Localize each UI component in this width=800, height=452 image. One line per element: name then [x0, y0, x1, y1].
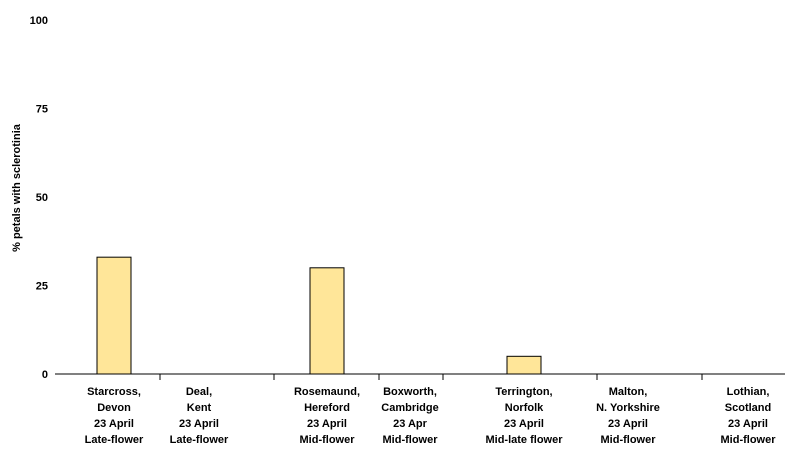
x-category-label-line: Late-flower: [170, 434, 229, 446]
y-axis-ticks: 0 25 50 75 100: [30, 15, 48, 381]
x-category-label-line: Starcross,: [87, 386, 141, 398]
x-category-label-line: 23 April: [307, 418, 347, 430]
y-axis-title: % petals with sclerotinia: [11, 123, 23, 252]
x-category-label-line: Rosemaund,: [294, 386, 360, 398]
x-category-label-line: Boxworth,: [383, 386, 437, 398]
x-category-label-line: Kent: [187, 402, 212, 414]
x-axis-labels: Starcross, Devon 23 April Late-flower Deal, K…: [85, 386, 777, 446]
x-category-label-line: 23 April: [608, 418, 648, 430]
x-axis-ticks: [159, 374, 703, 380]
x-category-label-line: Malton,: [609, 386, 648, 398]
x-category-label-line: Deal,: [186, 386, 212, 398]
x-category-label-line: Mid-flower: [721, 434, 777, 446]
x-category-label: Starcross, Devon 23 April Late-flower: [85, 386, 144, 446]
x-category-label-line: Mid-flower: [300, 434, 356, 446]
y-tick-label: 50: [36, 192, 48, 204]
x-category-label-line: 23 April: [728, 418, 768, 430]
x-category-label-line: Devon: [97, 402, 131, 414]
x-category-label-line: 23 April: [94, 418, 134, 430]
x-category-label-line: 23 April: [179, 418, 219, 430]
x-category-label: Terrington, Norfolk 23 April Mid-late flowe…: [485, 386, 563, 446]
x-category-label-line: Hereford: [304, 402, 350, 414]
x-category-label-line: Lothian,: [727, 386, 770, 398]
x-category-label-line: Mid-late flower: [485, 434, 563, 446]
x-category-label-line: Mid-flower: [383, 434, 439, 446]
y-tick-label: 25: [36, 281, 48, 293]
bars: [96, 256, 542, 375]
x-category-label-line: Scotland: [725, 402, 771, 414]
y-axis-title-group: % petals with sclerotinia: [11, 123, 23, 252]
x-category-label: Deal, Kent 23 April Late-flower: [170, 386, 229, 446]
x-category-label: Malton, N. Yorkshire 23 April Mid-flower: [596, 386, 660, 446]
bar: [506, 355, 542, 375]
x-category-label-line: N. Yorkshire: [596, 402, 660, 414]
bar: [309, 267, 345, 375]
y-tick-label: 0: [42, 369, 48, 381]
bar: [96, 256, 132, 375]
x-category-label-line: 23 April: [504, 418, 544, 430]
x-category-label-line: Mid-flower: [601, 434, 657, 446]
x-category-label-line: Norfolk: [505, 402, 544, 414]
x-category-label: Rosemaund, Hereford 23 April Mid-flower: [294, 386, 360, 446]
x-category-label: Lothian, Scotland 23 April Mid-flower: [721, 386, 777, 446]
x-category-label-line: Late-flower: [85, 434, 144, 446]
x-category-label-line: 23 Apr: [393, 418, 428, 430]
y-tick-label: 75: [36, 104, 48, 116]
y-tick-label: 100: [30, 15, 48, 27]
x-category-label: Boxworth, Cambridge 23 Apr Mid-flower: [381, 386, 438, 446]
x-category-label-line: Cambridge: [381, 402, 438, 414]
x-category-label-line: Terrington,: [495, 386, 552, 398]
